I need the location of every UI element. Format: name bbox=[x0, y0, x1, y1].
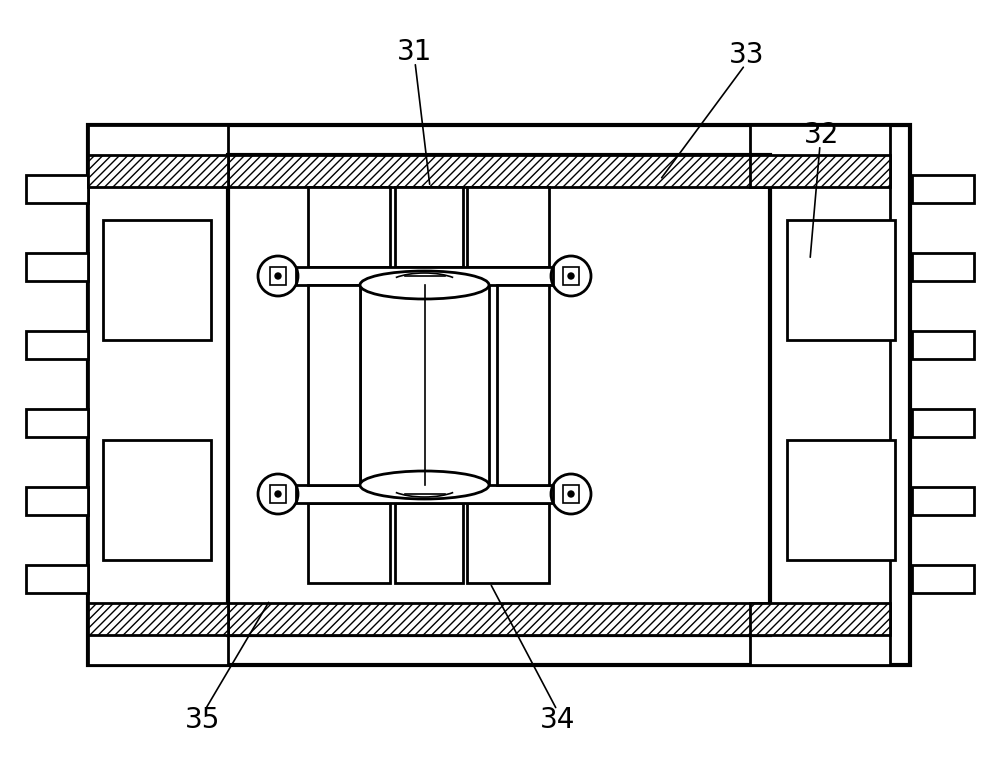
Bar bbox=[912, 331, 974, 359]
Bar bbox=[467, 503, 549, 583]
Bar bbox=[26, 175, 88, 203]
Bar bbox=[270, 267, 286, 285]
Bar bbox=[308, 187, 390, 267]
Bar bbox=[228, 155, 770, 187]
Bar bbox=[912, 409, 974, 437]
Bar bbox=[26, 253, 88, 281]
Text: 34: 34 bbox=[540, 706, 576, 734]
Text: 31: 31 bbox=[397, 38, 433, 66]
Bar bbox=[26, 565, 88, 593]
Bar bbox=[563, 267, 579, 285]
Bar bbox=[308, 285, 360, 485]
Bar bbox=[787, 220, 895, 340]
Bar bbox=[750, 603, 890, 635]
Bar bbox=[296, 485, 553, 503]
Bar bbox=[750, 155, 890, 187]
Ellipse shape bbox=[360, 271, 489, 299]
Circle shape bbox=[275, 273, 281, 279]
Circle shape bbox=[275, 491, 281, 497]
Bar bbox=[787, 440, 895, 560]
Bar bbox=[296, 267, 553, 285]
Bar bbox=[103, 440, 211, 560]
Bar bbox=[360, 285, 489, 485]
Bar bbox=[395, 503, 463, 583]
Bar bbox=[26, 487, 88, 515]
Bar bbox=[270, 485, 286, 503]
Text: 35: 35 bbox=[185, 706, 221, 734]
Bar bbox=[88, 125, 910, 665]
Bar bbox=[912, 487, 974, 515]
Bar bbox=[88, 603, 228, 635]
Bar bbox=[750, 125, 890, 665]
Circle shape bbox=[568, 273, 574, 279]
Bar bbox=[26, 409, 88, 437]
Bar bbox=[26, 331, 88, 359]
Bar bbox=[228, 603, 770, 635]
Bar bbox=[88, 125, 228, 665]
Text: 32: 32 bbox=[804, 121, 840, 149]
Bar bbox=[228, 155, 770, 635]
Bar bbox=[395, 187, 463, 267]
Bar bbox=[467, 187, 549, 267]
Bar bbox=[88, 155, 228, 187]
Bar bbox=[497, 285, 549, 485]
Text: 33: 33 bbox=[729, 41, 765, 69]
Bar bbox=[912, 565, 974, 593]
Circle shape bbox=[568, 491, 574, 497]
Bar bbox=[563, 485, 579, 503]
Bar bbox=[308, 503, 390, 583]
Bar bbox=[912, 253, 974, 281]
Bar bbox=[103, 220, 211, 340]
Bar bbox=[912, 175, 974, 203]
Ellipse shape bbox=[360, 471, 489, 499]
